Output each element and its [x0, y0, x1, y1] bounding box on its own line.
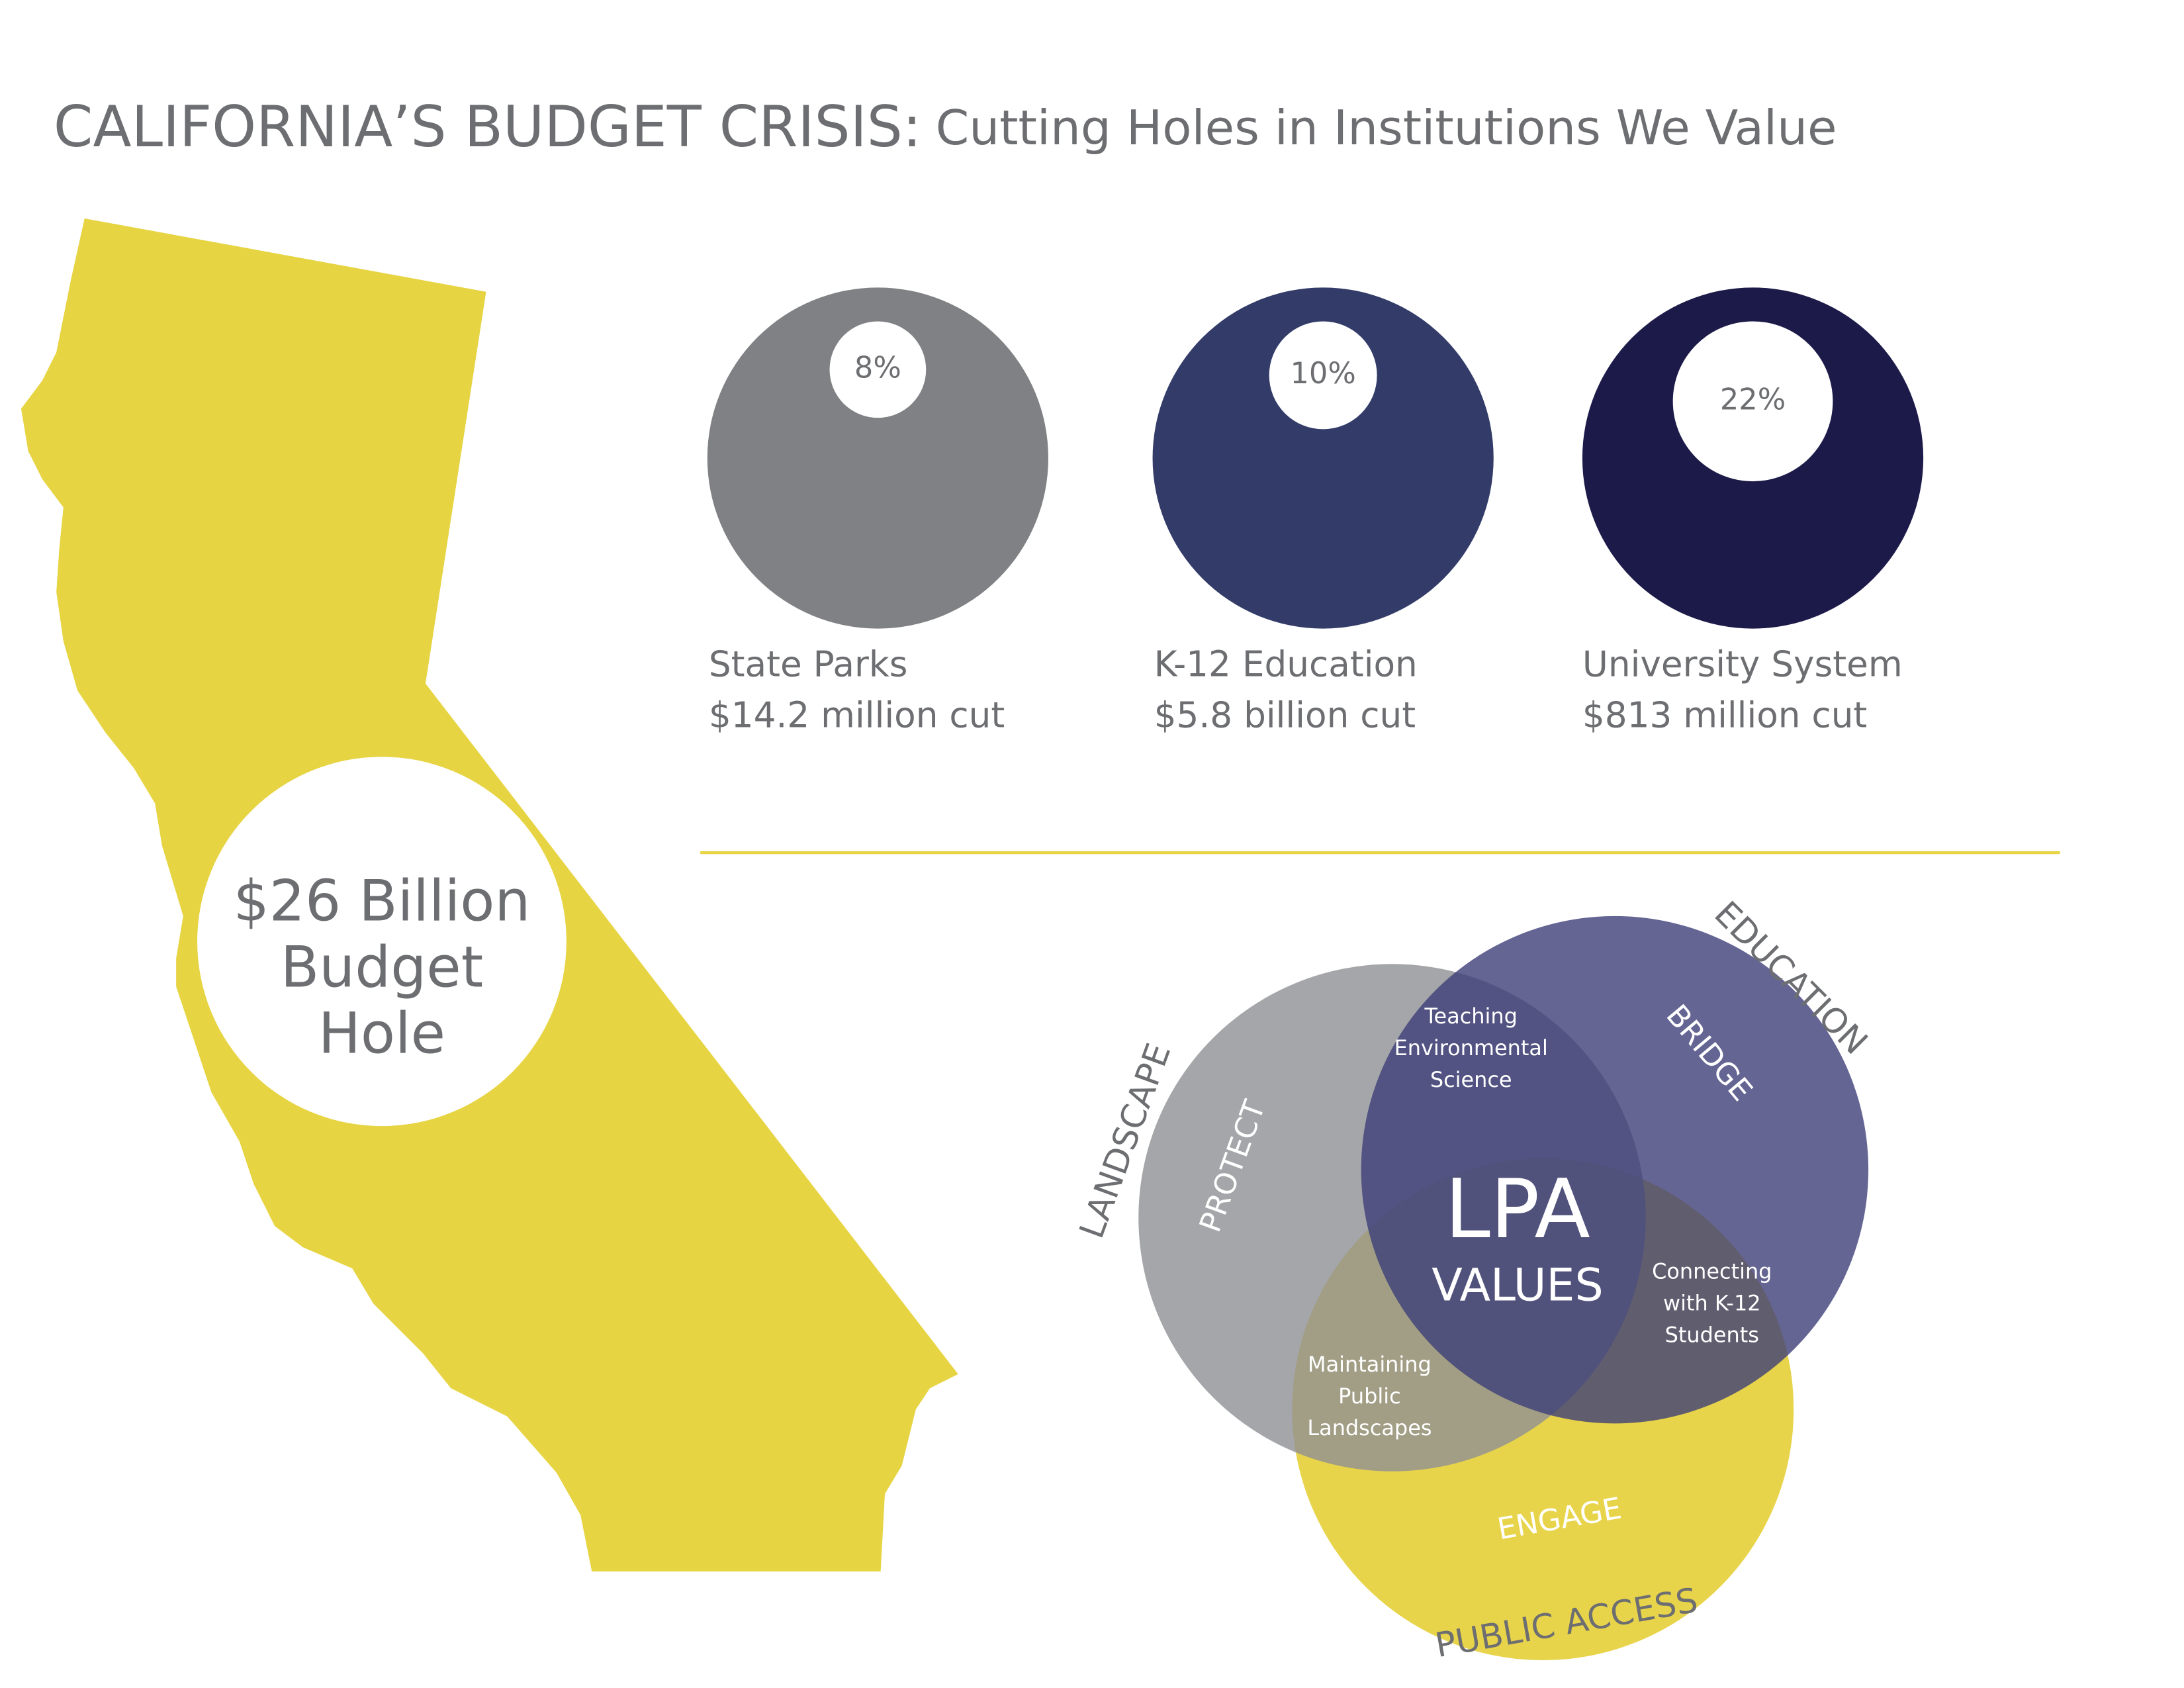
venn: LANDSCAPE EDUCATION PUBLIC ACCESS PROTEC…: [1072, 894, 1874, 1665]
overlaps: Teaching Environmental Science Connecting wi…: [1307, 1004, 1772, 1440]
overlap-text: Landscapes: [1307, 1415, 1432, 1440]
cuts: 8% State Parks $14.2 million cut 10% K-12 Ed…: [707, 287, 1924, 735]
cut-amount: $5.8 billion cut: [1154, 694, 1416, 735]
overlap-text: Connecting: [1652, 1259, 1772, 1284]
cut-hole: [1672, 321, 1833, 482]
cut-percent: 22%: [1720, 382, 1786, 416]
overlap-text: Environmental: [1394, 1035, 1548, 1060]
overlap-text: Students: [1665, 1322, 1759, 1347]
overlap-text: Teaching: [1424, 1004, 1517, 1029]
cut-circle: [707, 287, 1048, 629]
title-main: CALIFORNIA’S BUDGET CRISIS:: [54, 95, 922, 160]
cut-name: State Parks: [709, 644, 908, 685]
map-label-line: Hole: [318, 1001, 445, 1066]
center-subtitle: VALUES: [1432, 1260, 1604, 1312]
overlap-text: Maintaining: [1308, 1352, 1432, 1377]
cut-circle: [1152, 287, 1494, 629]
cut-hole: [829, 321, 927, 418]
subtitle: Cutting Holes in Institutions We Value: [936, 101, 1837, 156]
center-title: LPA: [1445, 1162, 1590, 1257]
cut-amount: $813 million cut: [1582, 694, 1867, 735]
cut-name: University System: [1582, 644, 1903, 685]
overlap-text: with K-12: [1663, 1290, 1761, 1315]
venn-circle-education: [1361, 915, 1869, 1424]
cut-name: K-12 Education: [1154, 644, 1418, 685]
overlap-text: Public: [1338, 1383, 1400, 1409]
cut-hole: [1269, 321, 1377, 430]
cut-percent: 10%: [1290, 356, 1355, 391]
overlap-text: Science: [1430, 1067, 1512, 1092]
cut-percent: 8%: [854, 350, 901, 385]
budget-hole: [197, 757, 567, 1127]
map-label-line: $26 Billion: [234, 868, 531, 934]
map-label-line: Budget: [281, 935, 483, 1000]
title: CALIFORNIA’S BUDGET CRISIS: Cutting Holes…: [54, 95, 1837, 160]
cut-amount: $14.2 million cut: [709, 694, 1005, 735]
